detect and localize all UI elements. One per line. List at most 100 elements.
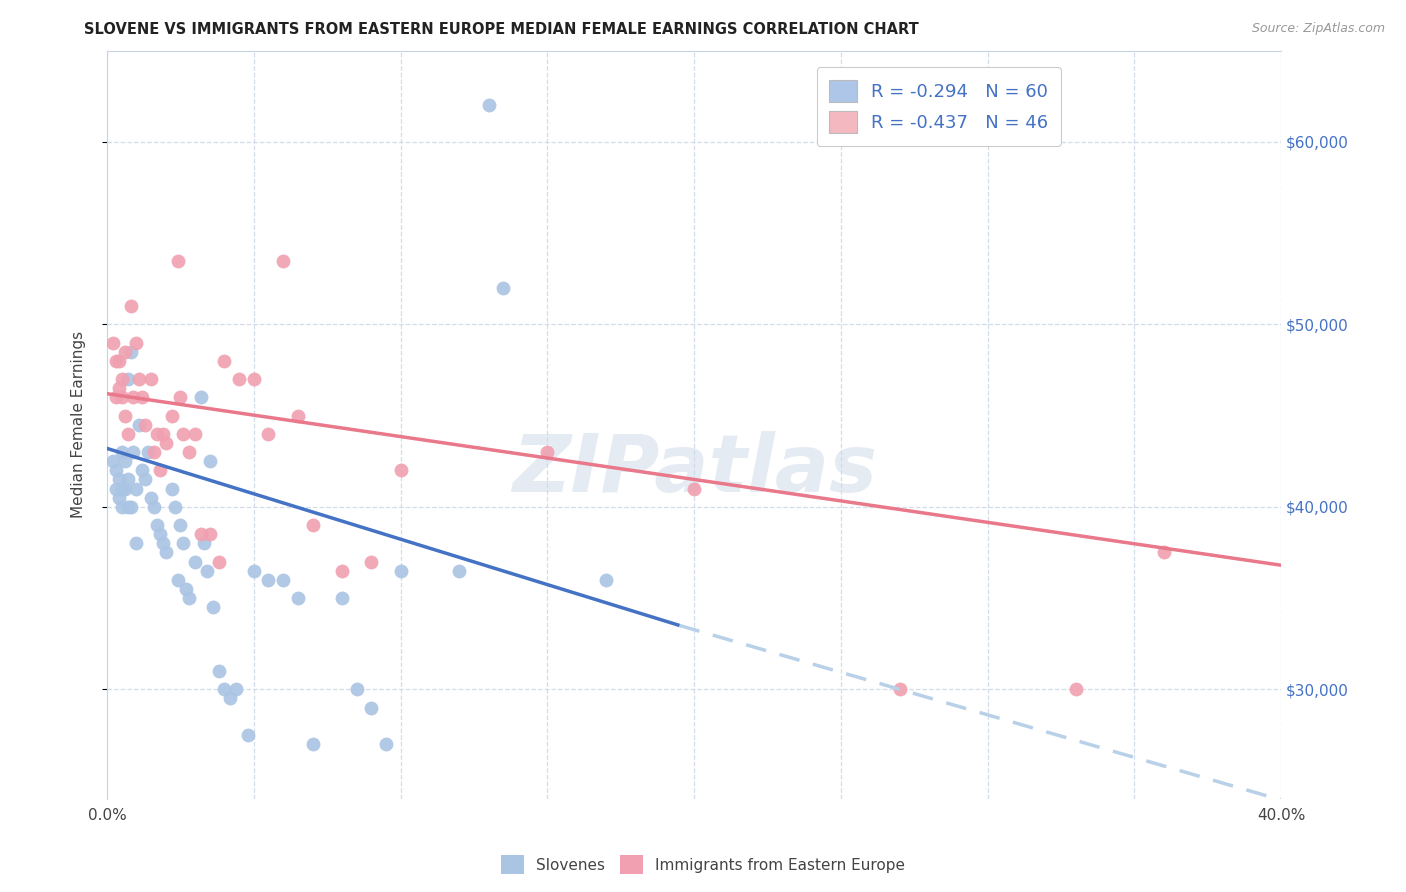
Point — [184, 426, 207, 441]
Point — [114, 454, 136, 468]
Point — [360, 555, 382, 569]
Point — [125, 482, 148, 496]
Point — [108, 491, 131, 505]
Point — [198, 454, 221, 468]
Point — [492, 281, 515, 295]
Point — [104, 482, 127, 496]
Point — [169, 518, 191, 533]
Point — [111, 500, 134, 514]
Point — [134, 473, 156, 487]
Point — [139, 372, 162, 386]
Point — [146, 518, 169, 533]
Y-axis label: Median Female Earnings: Median Female Earnings — [72, 331, 86, 518]
Point — [155, 436, 177, 450]
Point — [125, 335, 148, 350]
Point — [198, 527, 221, 541]
Point — [134, 417, 156, 432]
Legend: Slovenes, Immigrants from Eastern Europe: Slovenes, Immigrants from Eastern Europe — [495, 849, 911, 880]
Point — [152, 536, 174, 550]
Point — [1153, 545, 1175, 559]
Point — [111, 372, 134, 386]
Point — [155, 545, 177, 559]
Point — [117, 372, 139, 386]
Point — [190, 390, 212, 404]
Point — [889, 682, 911, 697]
Point — [257, 426, 280, 441]
Point — [301, 737, 323, 751]
Point — [111, 482, 134, 496]
Text: SLOVENE VS IMMIGRANTS FROM EASTERN EUROPE MEDIAN FEMALE EARNINGS CORRELATION CHA: SLOVENE VS IMMIGRANTS FROM EASTERN EUROP… — [84, 22, 920, 37]
Point — [101, 454, 124, 468]
Point — [346, 682, 368, 697]
Point — [207, 664, 229, 678]
Point — [149, 463, 172, 477]
Point — [149, 527, 172, 541]
Legend: R = -0.294   N = 60, R = -0.437   N = 46: R = -0.294 N = 60, R = -0.437 N = 46 — [817, 67, 1060, 145]
Point — [201, 600, 224, 615]
Point — [143, 445, 166, 459]
Point — [131, 463, 153, 477]
Point — [243, 564, 266, 578]
Point — [136, 445, 159, 459]
Point — [104, 354, 127, 368]
Point — [172, 426, 194, 441]
Point — [104, 390, 127, 404]
Point — [595, 573, 617, 587]
Point — [169, 390, 191, 404]
Point — [128, 417, 150, 432]
Point — [536, 445, 558, 459]
Point — [104, 463, 127, 477]
Point — [122, 390, 145, 404]
Point — [257, 573, 280, 587]
Point — [389, 463, 412, 477]
Point — [179, 445, 201, 459]
Point — [236, 728, 259, 742]
Point — [120, 500, 142, 514]
Point — [360, 700, 382, 714]
Point — [131, 390, 153, 404]
Point — [146, 426, 169, 441]
Point — [108, 381, 131, 395]
Point — [1064, 682, 1087, 697]
Point — [143, 500, 166, 514]
Point — [184, 555, 207, 569]
Point — [179, 591, 201, 605]
Point — [214, 354, 236, 368]
Point — [287, 409, 309, 423]
Point — [190, 527, 212, 541]
Point — [111, 445, 134, 459]
Text: ZIPatlas: ZIPatlas — [512, 431, 876, 508]
Point — [114, 344, 136, 359]
Point — [219, 691, 242, 706]
Point — [176, 582, 198, 596]
Point — [117, 473, 139, 487]
Point — [101, 335, 124, 350]
Point — [122, 445, 145, 459]
Point — [301, 518, 323, 533]
Point — [125, 536, 148, 550]
Point — [172, 536, 194, 550]
Point — [117, 426, 139, 441]
Point — [152, 426, 174, 441]
Point — [111, 390, 134, 404]
Point — [225, 682, 247, 697]
Point — [228, 372, 250, 386]
Point — [271, 253, 294, 268]
Point — [114, 409, 136, 423]
Point — [287, 591, 309, 605]
Text: Source: ZipAtlas.com: Source: ZipAtlas.com — [1251, 22, 1385, 36]
Point — [108, 473, 131, 487]
Point — [214, 682, 236, 697]
Point — [117, 500, 139, 514]
Point — [195, 564, 218, 578]
Point — [449, 564, 471, 578]
Point — [160, 409, 183, 423]
Point — [163, 500, 186, 514]
Point — [166, 573, 188, 587]
Point — [683, 482, 706, 496]
Point — [114, 482, 136, 496]
Point — [330, 591, 353, 605]
Point — [243, 372, 266, 386]
Point — [330, 564, 353, 578]
Point — [374, 737, 396, 751]
